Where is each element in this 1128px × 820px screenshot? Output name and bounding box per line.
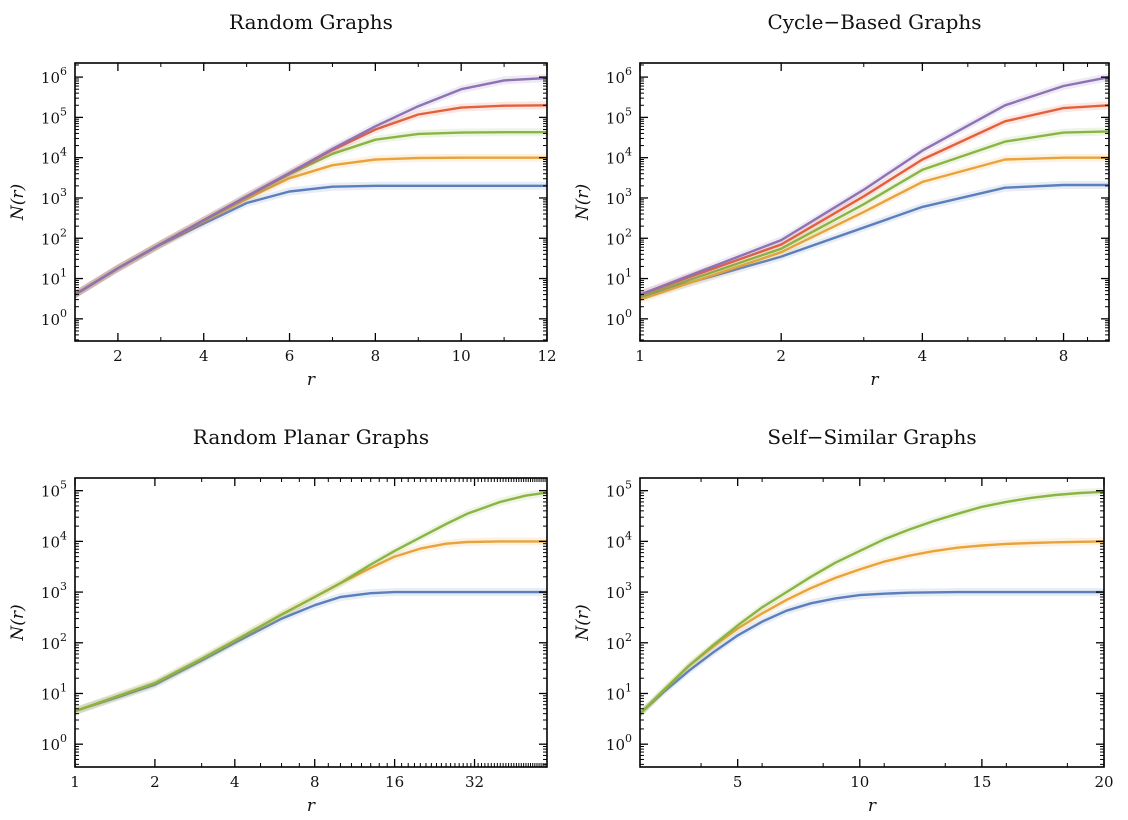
series-line-green	[75, 491, 547, 713]
series-line-orange	[640, 156, 1109, 301]
x-axis-label: r	[870, 370, 879, 390]
series-band-green	[640, 487, 1104, 718]
series-line-orange	[75, 156, 547, 296]
series-line-orange	[640, 540, 1104, 715]
x-tick-label: 1	[70, 773, 80, 791]
series-line-purple	[75, 76, 547, 296]
x-tick-label: 20	[1094, 773, 1113, 791]
y-tick-label: 104	[41, 529, 67, 551]
x-axis-label: r	[307, 796, 316, 816]
x-tick-label: 8	[371, 347, 381, 365]
y-tick-label: 102	[41, 226, 67, 248]
x-axis-label: r	[307, 370, 316, 390]
panel-1: Random Graphs 100 101 102 103 104 105 106 2 4 6 8 10…	[8, 10, 557, 390]
series-band-purple	[640, 73, 1109, 299]
y-tick-label: 105	[41, 479, 67, 501]
y-tick-label: 101	[41, 681, 67, 703]
panel-3: Random Planar Graphs 100 101 102 103 104 105 1 2…	[8, 425, 548, 816]
series-band-blue	[75, 181, 547, 299]
x-tick-label: 4	[230, 773, 240, 791]
y-tick-label: 105	[606, 479, 632, 501]
series-band-green	[640, 127, 1109, 301]
y-tick-label: 101	[41, 267, 67, 289]
y-tick-label: 104	[606, 146, 632, 168]
series-group	[640, 487, 1104, 718]
y-tick-label: 100	[606, 732, 632, 754]
y-tick-label: 103	[41, 186, 67, 208]
y-tick-label: 104	[606, 529, 632, 551]
series-band-orange	[640, 153, 1109, 304]
y-axis-label: N(r)	[573, 604, 593, 641]
y-tick-label: 106	[606, 65, 632, 87]
x-tick-label: 4	[199, 347, 209, 365]
series-line-purple	[640, 75, 1109, 296]
x-tick-label: 6	[285, 347, 295, 365]
y-axis-label: N(r)	[573, 184, 593, 221]
series-group	[75, 488, 547, 716]
y-tick-label: 105	[41, 105, 67, 127]
y-tick-label: 103	[41, 580, 67, 602]
y-tick-label: 100	[41, 307, 67, 329]
y-tick-label: 102	[606, 226, 632, 248]
panel-2: Cycle−Based Graphs 100 101 102 103 104 105 106 1…	[573, 10, 1110, 390]
y-axis-label: N(r)	[8, 184, 28, 221]
x-tick-label: 16	[385, 773, 404, 791]
y-tick-label: 102	[606, 631, 632, 653]
x-tick-label: 10	[850, 773, 869, 791]
y-tick-label: 106	[41, 65, 67, 87]
y-tick-label: 101	[606, 681, 632, 703]
series-group	[75, 74, 547, 299]
series-line-blue	[75, 184, 547, 296]
series-band-orange	[75, 537, 547, 716]
series-line-green	[640, 490, 1104, 715]
y-tick-label: 103	[606, 580, 632, 602]
series-band-green	[75, 488, 547, 716]
x-axis-label: r	[868, 796, 877, 816]
x-tick-label: 10	[452, 347, 471, 365]
x-tick-label: 2	[113, 347, 123, 365]
series-band-orange	[75, 153, 547, 299]
x-tick-label: 5	[733, 773, 743, 791]
y-tick-label: 102	[41, 631, 67, 653]
x-tick-label: 12	[537, 347, 556, 365]
plot-frame	[639, 62, 1110, 342]
x-tick-label: 15	[972, 773, 991, 791]
x-tick-label: 2	[150, 773, 160, 791]
series-line-blue	[75, 590, 547, 713]
y-tick-label: 105	[606, 105, 632, 127]
y-tick-label: 101	[606, 267, 632, 289]
y-tick-label: 104	[41, 146, 67, 168]
x-tick-label: 8	[1059, 347, 1069, 365]
panel-title: Cycle−Based Graphs	[767, 10, 981, 34]
x-tick-label: 32	[465, 773, 484, 791]
plot-frame	[639, 477, 1105, 768]
x-tick-label: 1	[635, 347, 645, 365]
panel-title: Random Graphs	[229, 10, 393, 34]
series-line-green	[640, 130, 1109, 299]
series-group	[640, 73, 1109, 304]
x-tick-label: 2	[776, 347, 786, 365]
series-line-red	[640, 104, 1109, 296]
x-tick-label: 8	[310, 773, 320, 791]
y-axis-label: N(r)	[8, 604, 28, 641]
y-tick-label: 100	[606, 307, 632, 329]
panel-4: Self−Similar Graphs 100 101 102 103 104 105 5 10…	[573, 425, 1114, 816]
plot-frame	[74, 477, 548, 768]
y-tick-label: 103	[606, 186, 632, 208]
y-tick-label: 100	[41, 732, 67, 754]
x-tick-label: 4	[918, 347, 928, 365]
panel-title: Self−Similar Graphs	[767, 425, 976, 449]
series-line-blue	[640, 590, 1104, 715]
series-line-blue	[640, 183, 1109, 299]
panel-title: Random Planar Graphs	[193, 425, 429, 449]
